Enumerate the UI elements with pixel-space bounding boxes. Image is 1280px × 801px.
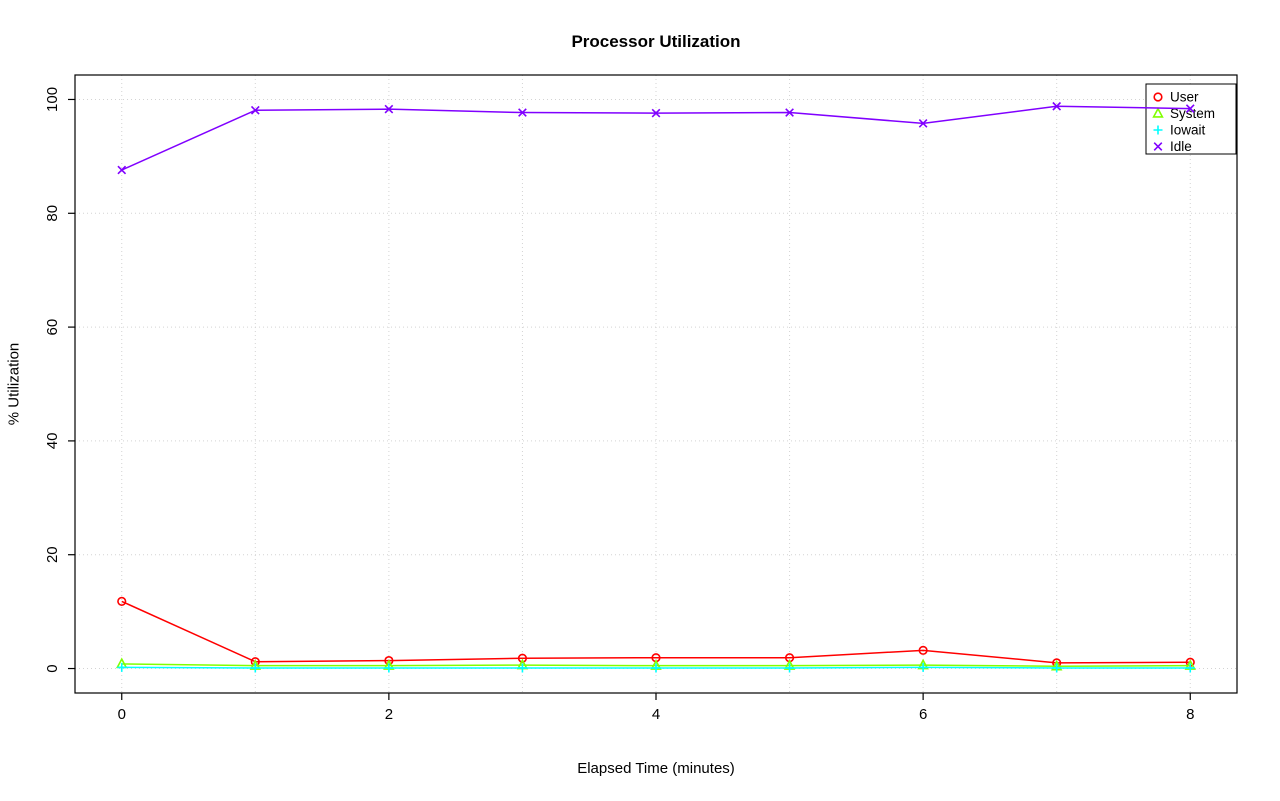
data-point-idle — [384, 104, 394, 114]
x-tick-label: 0 — [118, 706, 126, 723]
legend-label-iowait: Iowait — [1170, 123, 1206, 138]
y-tick-label: 60 — [44, 319, 61, 336]
legend-label-system: System — [1170, 106, 1215, 121]
legend-symbol-iowait — [1153, 125, 1163, 135]
data-point-iowait — [117, 662, 127, 672]
data-point-iowait — [651, 663, 661, 673]
series-line-user — [121, 600, 1191, 664]
x-axis-label: Elapsed Time (minutes) — [577, 760, 735, 777]
x-tick-label: 2 — [385, 706, 393, 723]
y-tick-label: 0 — [44, 664, 61, 672]
data-point-idle — [651, 108, 661, 118]
x-tick-label: 4 — [652, 706, 660, 723]
data-point-user — [918, 645, 928, 655]
x-tick-label: 6 — [919, 706, 927, 723]
data-point-idle — [117, 165, 127, 175]
data-point-iowait — [918, 662, 928, 672]
data-point-iowait — [1185, 663, 1195, 673]
data-point-iowait — [384, 663, 394, 673]
legend-symbol-system — [1152, 107, 1164, 118]
data-point-idle — [250, 105, 260, 115]
chart-title: Processor Utilization — [571, 32, 741, 51]
data-point-idle — [518, 108, 527, 117]
y-axis-label: % Utilization — [5, 342, 23, 426]
y-tick-label: 40 — [44, 433, 61, 450]
legend-symbol-user — [1153, 92, 1163, 102]
data-point-iowait — [517, 663, 527, 673]
legend-label-idle: Idle — [1170, 139, 1192, 154]
data-point-user — [117, 596, 127, 606]
y-tick-label: 100 — [44, 87, 61, 112]
y-tick-label: 20 — [44, 546, 61, 563]
legend-label-user: User — [1170, 90, 1199, 105]
y-tick-label: 80 — [44, 205, 61, 222]
data-point-idle — [1185, 104, 1195, 113]
data-point-iowait — [1052, 663, 1062, 673]
data-point-user — [517, 653, 528, 663]
x-tick-label: 8 — [1186, 706, 1194, 723]
data-point-idle — [918, 119, 928, 128]
data-point-iowait — [250, 663, 260, 673]
data-point-iowait — [785, 663, 795, 673]
legend-symbol-idle — [1153, 142, 1163, 151]
data-point-idle — [1052, 101, 1062, 111]
data-point-idle — [785, 108, 794, 117]
